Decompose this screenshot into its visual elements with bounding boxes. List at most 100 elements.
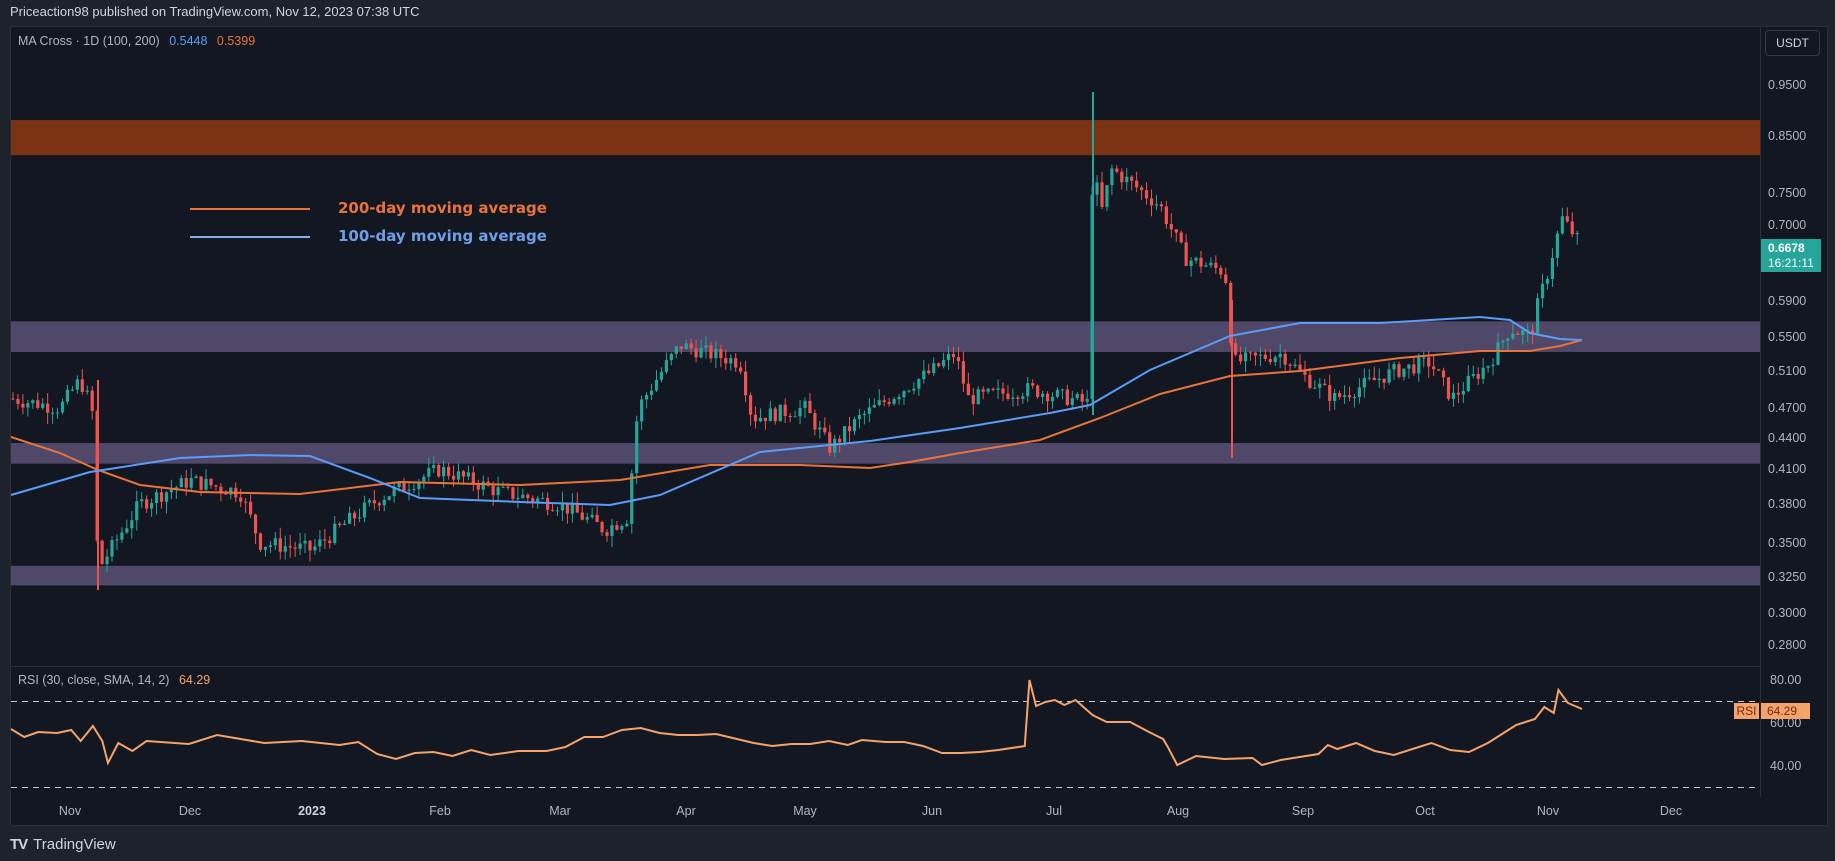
candle-body bbox=[778, 404, 782, 422]
time-tick: Jul bbox=[1046, 804, 1062, 818]
candle-body bbox=[600, 522, 604, 533]
candle-body bbox=[41, 403, 45, 408]
price-tick: 0.7000 bbox=[1768, 218, 1807, 232]
candle-body bbox=[570, 502, 574, 514]
price-tick: 0.5500 bbox=[1768, 330, 1807, 344]
ma100-value: 0.5448 bbox=[169, 34, 208, 48]
price-tick: 0.7500 bbox=[1768, 186, 1807, 200]
candle-body bbox=[699, 347, 703, 358]
candle-body bbox=[1189, 260, 1193, 266]
candle-body bbox=[1283, 353, 1287, 365]
candle-body bbox=[451, 475, 456, 480]
candle-body bbox=[1298, 364, 1302, 371]
candle-body bbox=[1293, 364, 1297, 366]
candle-body bbox=[724, 358, 728, 364]
candle-body bbox=[1352, 397, 1357, 399]
candle-body bbox=[882, 400, 886, 402]
candle-body bbox=[1575, 232, 1579, 235]
candle-body bbox=[1065, 389, 1069, 406]
candle-body bbox=[818, 427, 822, 430]
candle-body bbox=[1060, 389, 1064, 391]
candle-body bbox=[1179, 232, 1183, 243]
candle-body bbox=[1001, 388, 1005, 394]
candle-body bbox=[526, 494, 530, 499]
candle-body bbox=[1392, 364, 1396, 370]
ma-cross-legend[interactable]: MA Cross · 1D (100, 200) 0.5448 0.5399 bbox=[18, 34, 255, 48]
candle-body bbox=[471, 472, 475, 485]
tradingview-footer[interactable]: TV TradingView bbox=[10, 836, 116, 853]
candle-body bbox=[1224, 274, 1228, 283]
candle-body bbox=[838, 438, 842, 443]
candle-body bbox=[1164, 206, 1168, 224]
candle-body bbox=[981, 389, 985, 392]
candle-body bbox=[135, 501, 139, 521]
candle-body bbox=[1446, 377, 1451, 399]
candle-body bbox=[971, 395, 975, 405]
candle-body bbox=[753, 414, 758, 422]
candle-body bbox=[1303, 370, 1307, 375]
ma100-line bbox=[10, 315, 1583, 507]
candle-body bbox=[679, 346, 683, 350]
candle-body bbox=[946, 353, 951, 361]
candle-body bbox=[1016, 397, 1020, 399]
candle-body bbox=[917, 379, 921, 389]
candle-body bbox=[1253, 352, 1258, 356]
ma200-value: 0.5399 bbox=[216, 34, 256, 48]
candle-body bbox=[55, 412, 60, 414]
candle-body bbox=[872, 405, 876, 408]
candle-body bbox=[560, 502, 565, 511]
candle-body bbox=[1239, 354, 1243, 362]
candle-body bbox=[961, 361, 965, 384]
candle-body bbox=[654, 379, 659, 391]
candle-body bbox=[402, 482, 406, 491]
candle-body bbox=[902, 391, 906, 398]
candle-body bbox=[991, 388, 995, 390]
candle-body bbox=[437, 464, 441, 477]
candle-body bbox=[605, 532, 609, 536]
rsi-line bbox=[10, 679, 1583, 767]
candle-body bbox=[293, 547, 297, 549]
candle-body bbox=[1050, 396, 1055, 402]
candle-body bbox=[793, 416, 797, 418]
candle-body bbox=[154, 492, 159, 504]
candle-body bbox=[184, 478, 188, 488]
candle-body bbox=[283, 546, 287, 552]
candle-body bbox=[744, 371, 748, 396]
candle-body bbox=[461, 471, 466, 477]
candle-body bbox=[51, 412, 55, 414]
time-tick: 2023 bbox=[298, 804, 326, 818]
currency-button[interactable]: USDT bbox=[1765, 30, 1820, 56]
ma200-annotation: 200-day moving average bbox=[338, 199, 547, 217]
candle-body bbox=[956, 357, 961, 362]
candle-body bbox=[847, 426, 852, 432]
candle-body bbox=[476, 484, 480, 490]
candle-body bbox=[1144, 190, 1149, 199]
candle-body bbox=[357, 517, 362, 519]
candle-body bbox=[649, 390, 654, 395]
candle-body bbox=[442, 466, 446, 477]
candle-body bbox=[199, 476, 203, 490]
pane-separator[interactable] bbox=[11, 666, 1761, 667]
candle-body bbox=[65, 389, 70, 402]
candle-body bbox=[214, 485, 218, 487]
candle-body bbox=[1214, 262, 1218, 268]
rsi-legend[interactable]: RSI (30, close, SMA, 14, 2) 64.29 bbox=[18, 673, 210, 687]
candle-body bbox=[976, 389, 980, 405]
candle-body bbox=[189, 478, 193, 488]
candle-body bbox=[788, 416, 792, 418]
candle-body bbox=[412, 489, 416, 491]
candle-body bbox=[501, 486, 505, 488]
time-tick: Jun bbox=[921, 804, 943, 818]
mid-support-zone bbox=[11, 443, 1760, 464]
candle-body bbox=[506, 486, 510, 488]
rsi-tick: 60.00 bbox=[1770, 716, 1802, 730]
candle-body bbox=[1080, 393, 1084, 402]
candle-body bbox=[1437, 369, 1441, 371]
candle-body bbox=[348, 512, 352, 524]
candle-body bbox=[21, 403, 25, 408]
candle-body bbox=[1382, 378, 1386, 383]
candle-body bbox=[1476, 373, 1480, 379]
candle-body bbox=[996, 388, 1000, 390]
chart-frame[interactable] bbox=[10, 26, 1828, 826]
